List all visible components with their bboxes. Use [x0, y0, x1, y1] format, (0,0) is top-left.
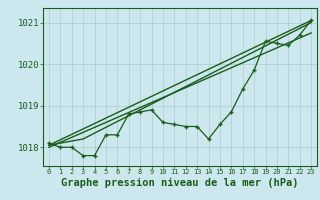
X-axis label: Graphe pression niveau de la mer (hPa): Graphe pression niveau de la mer (hPa): [61, 178, 299, 188]
